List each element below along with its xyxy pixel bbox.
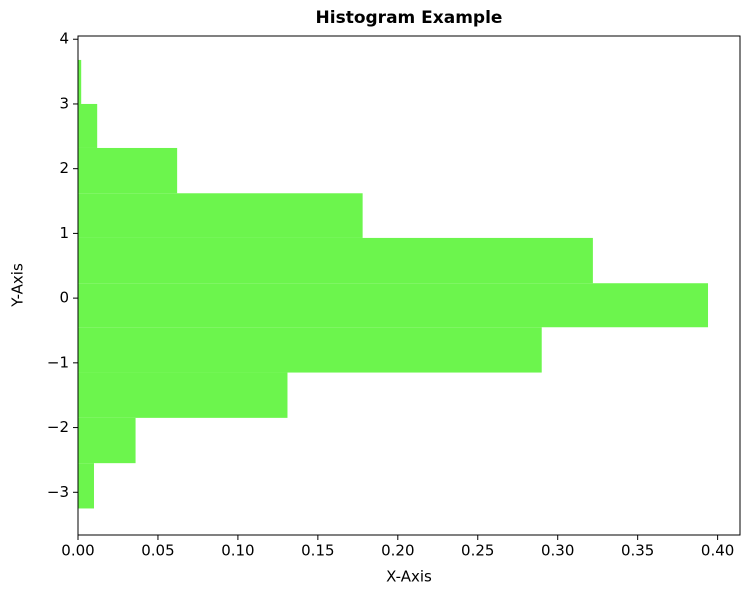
bar: [78, 193, 363, 238]
x-tick-label: 0.05: [141, 542, 174, 560]
x-tick-label: 0.25: [461, 542, 494, 560]
y-tick-label: 1: [59, 224, 69, 242]
x-tick-label: 0.15: [301, 542, 334, 560]
bar: [78, 327, 542, 373]
y-tick-label: 0: [59, 289, 69, 307]
x-tick-label: 0.10: [221, 542, 254, 560]
x-tick-label: 0.30: [541, 542, 574, 560]
x-tick-label: 0.35: [621, 542, 654, 560]
y-tick-label: −1: [47, 353, 69, 371]
bar: [78, 147, 178, 194]
bar: [78, 103, 98, 148]
bar: [78, 237, 593, 284]
x-tick-label: 0.40: [701, 542, 734, 560]
bar: [78, 463, 94, 509]
bar: [78, 372, 288, 418]
y-tick-label: −2: [47, 418, 69, 436]
chart-title: Histogram Example: [316, 8, 503, 28]
y-tick-label: 2: [59, 159, 69, 177]
plot-frame: [77, 35, 741, 536]
x-axis-label: X-Axis: [386, 568, 432, 586]
y-tick-label: 3: [59, 94, 69, 112]
y-tick-label: −3: [47, 483, 69, 501]
x-tick-label: 0.00: [61, 542, 94, 560]
bar: [78, 417, 136, 464]
y-tick-label: 4: [59, 30, 69, 48]
x-tick-label: 0.20: [381, 542, 414, 560]
bar: [78, 283, 709, 328]
bar: [78, 59, 82, 104]
y-axis-label: Y-Axis: [9, 263, 27, 308]
